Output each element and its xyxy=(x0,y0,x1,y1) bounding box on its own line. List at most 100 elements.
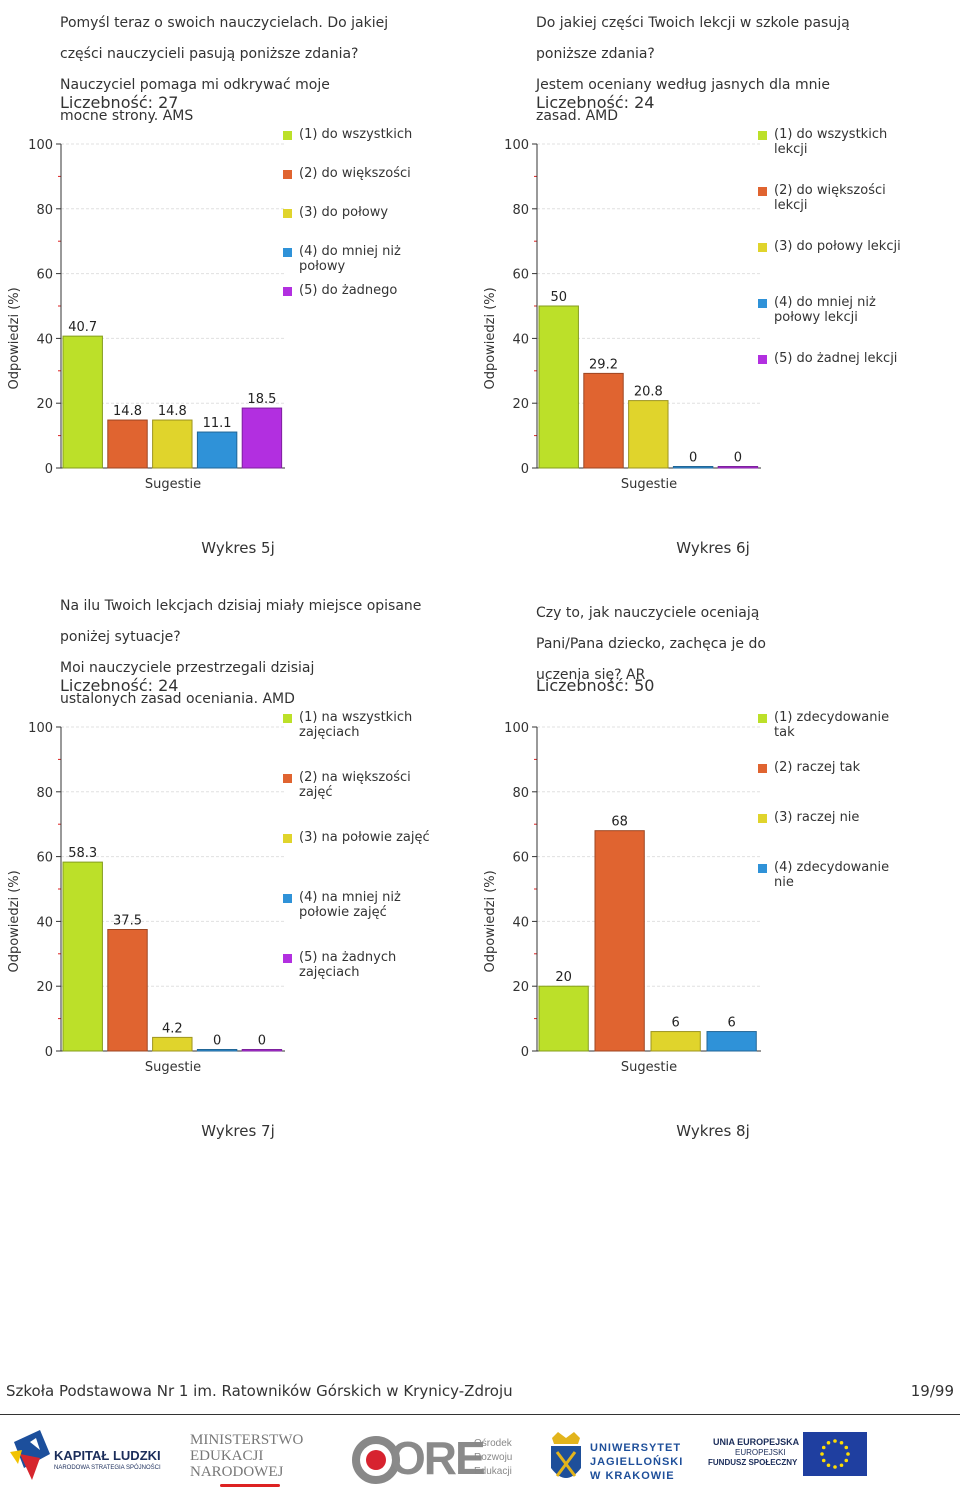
legend-label: (1) na wszystkich zajęciach xyxy=(299,710,413,740)
legend-swatch xyxy=(758,714,767,723)
eu-star xyxy=(826,1463,831,1468)
y-axis-title: Odpowiedzi (%) xyxy=(483,870,498,972)
legend-label: (1) do wszystkich lekcji xyxy=(774,127,888,157)
sample-count: Liczebność: 24 xyxy=(536,93,654,112)
school-name: Szkoła Podstawowa Nr 1 im. Ratowników Gó… xyxy=(6,1382,513,1400)
legend-label: (4) do mniej niż połowy xyxy=(299,244,401,274)
legend-swatch xyxy=(758,243,767,252)
uj-logo: UNIWERSYTET JAGIELLOŃSKI W KRAKOWIE xyxy=(548,1432,698,1492)
men-logo: MINISTERSTWO EDUKACJI NARODOWEJ xyxy=(190,1432,320,1492)
eu-star xyxy=(839,1463,844,1468)
legend-swatch xyxy=(283,774,292,783)
question-line: Do jakiej części Twoich lekcji w szkole … xyxy=(536,14,850,31)
y-tick-label: 40 xyxy=(512,915,529,930)
y-tick-label: 100 xyxy=(28,138,53,153)
legend-swatch xyxy=(283,714,292,723)
bar-value-label: 40.7 xyxy=(68,320,97,335)
question-line: Pomyśl teraz o swoich nauczycielach. Do … xyxy=(60,14,389,31)
y-tick-label: 20 xyxy=(512,980,529,995)
legend-swatch xyxy=(283,287,292,296)
uj-line: W KRAKOWIE xyxy=(590,1470,675,1482)
bar xyxy=(241,1049,283,1052)
legend-label: (4) do mniej niż połowy lekcji xyxy=(774,295,876,325)
sample-count: Liczebność: 50 xyxy=(536,676,654,695)
legend-item: (5) do żadnego xyxy=(283,283,433,298)
legend-item: (5) na żadnych zajęciach xyxy=(283,950,433,980)
bar-value-label: 50 xyxy=(550,290,567,305)
kapital-ludzki-title: KAPITAŁ LUDZKI xyxy=(54,1448,161,1463)
bar-value-label: 0 xyxy=(213,1034,221,1049)
y-tick-label: 100 xyxy=(504,721,529,736)
y-tick-label: 60 xyxy=(512,268,529,283)
legend-item: (2) do większości lekcji xyxy=(758,183,908,213)
chart-caption: Wykres 5j xyxy=(201,539,275,557)
legend-item: (4) do mniej niż połowy lekcji xyxy=(758,295,908,325)
y-axis-title: Odpowiedzi (%) xyxy=(7,287,22,389)
bar-value-label: 14.8 xyxy=(113,404,142,419)
chart-6j: Do jakiej części Twoich lekcji w szkole … xyxy=(476,0,960,560)
bar xyxy=(152,419,193,469)
ore-mark: ORE xyxy=(390,1432,486,1484)
eu-star xyxy=(821,1445,826,1450)
bar xyxy=(241,407,283,469)
y-tick-label: 100 xyxy=(504,138,529,153)
question-line: uczenia się? AR xyxy=(536,666,646,683)
count-value: 27 xyxy=(158,93,179,112)
legend-item: (1) do wszystkich xyxy=(283,127,433,142)
bar xyxy=(538,985,589,1052)
y-axis-title: Odpowiedzi (%) xyxy=(7,870,22,972)
x-axis-title: Sugestie xyxy=(621,1060,677,1075)
y-tick-label: 0 xyxy=(45,462,53,477)
ore-line: Ośrodek xyxy=(474,1438,512,1449)
men-underline-accent xyxy=(220,1484,280,1487)
y-tick-label: 20 xyxy=(36,397,53,412)
legend-swatch xyxy=(283,894,292,903)
bar-value-label: 0 xyxy=(689,451,697,466)
chart-question: Czy to, jak nauczyciele oceniają Pani/Pa… xyxy=(536,590,936,684)
y-tick-label: 80 xyxy=(36,203,53,218)
legend-label: (3) do połowy xyxy=(299,205,389,220)
question-line: poniżej sytuacje? xyxy=(60,628,181,645)
legend-label: (2) do większości lekcji xyxy=(774,183,886,213)
bar xyxy=(717,466,759,469)
eu-star xyxy=(839,1440,844,1445)
legend-label: (3) na połowie zajęć xyxy=(299,830,430,845)
legend-swatch xyxy=(758,864,767,873)
men-line: MINISTERSTWO xyxy=(190,1432,304,1448)
eu-star xyxy=(821,1458,826,1463)
bar-value-label: 18.5 xyxy=(247,392,276,407)
chart-8j: Czy to, jak nauczyciele oceniają Pani/Pa… xyxy=(476,583,960,1143)
legend-swatch xyxy=(283,170,292,179)
chart-question: Pomyśl teraz o swoich nauczycielach. Do … xyxy=(60,0,460,125)
legend-item: (1) na wszystkich zajęciach xyxy=(283,710,433,740)
legend-item: (4) na mniej niż połowie zajęć xyxy=(283,890,433,920)
y-tick-label: 60 xyxy=(36,851,53,866)
bar xyxy=(152,1036,193,1052)
legend-swatch xyxy=(283,834,292,843)
legend-item: (3) na połowie zajęć xyxy=(283,830,433,845)
y-tick-label: 0 xyxy=(521,1045,529,1060)
legend-item: (1) zdecydowanie tak xyxy=(758,710,908,740)
legend-label: (1) do wszystkich xyxy=(299,127,413,142)
chart-caption: Wykres 7j xyxy=(201,1122,275,1140)
bar-value-label: 4.2 xyxy=(162,1021,183,1036)
bar-value-label: 29.2 xyxy=(589,357,618,372)
chart-question: Na ilu Twoich lekcjach dzisiaj miały mie… xyxy=(60,583,470,708)
bar-chart: 0 20 40 60 80 100 40.7 14.8 14.8 11.1 18.5 Sugestie… xyxy=(7,138,285,492)
uj-crest-icon xyxy=(551,1432,581,1478)
eu-star xyxy=(846,1452,850,1456)
legend-item: (2) do większości xyxy=(283,166,433,181)
footer-divider xyxy=(0,1414,960,1415)
bar xyxy=(196,1049,238,1052)
chart-5j: Pomyśl teraz o swoich nauczycielach. Do … xyxy=(0,0,480,560)
question-line: części nauczycieli pasują poniższe zdani… xyxy=(60,45,359,62)
bar-value-label: 6 xyxy=(727,1016,735,1031)
men-line: EDUKACJI xyxy=(190,1448,264,1464)
legend-item: (4) do mniej niż połowy xyxy=(283,244,433,274)
legend-swatch xyxy=(283,209,292,218)
y-axis-title: Odpowiedzi (%) xyxy=(483,287,498,389)
chart-question: Do jakiej części Twoich lekcji w szkole … xyxy=(536,0,936,125)
bar xyxy=(196,431,238,469)
bar-value-label: 0 xyxy=(258,1034,266,1049)
bar-value-label: 0 xyxy=(734,451,742,466)
